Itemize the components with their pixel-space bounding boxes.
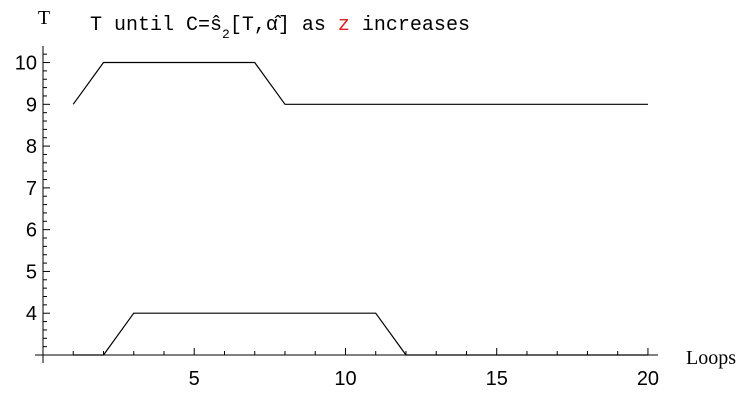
title-segment: increases — [350, 14, 470, 37]
x-tick-label: 5 — [189, 368, 200, 390]
plot-area — [72, 61, 648, 356]
chart-title: T until C=ŝ2[T,α̂] as z increases — [90, 14, 470, 42]
y-tick-label: 7 — [26, 178, 37, 200]
x-tick-label: 20 — [637, 368, 659, 390]
y-axis-label: T — [38, 7, 50, 29]
title-segment: z — [338, 14, 350, 37]
y-tick-label: 6 — [26, 220, 37, 242]
axes: 5 10 15 20 4 5 6 7 8 9 10 — [15, 46, 659, 390]
y-tick-label: 4 — [26, 303, 37, 325]
x-axis-label: Loops — [686, 347, 736, 369]
series-line-2 — [73, 312, 648, 356]
title-segment: ŝ — [210, 14, 222, 37]
title-subscript: 2 — [222, 27, 230, 42]
title-segment: [T, — [230, 14, 266, 37]
y-tick-label: 9 — [26, 94, 37, 116]
title-segment: α̂ — [266, 14, 282, 37]
title-segment: ] as — [278, 14, 338, 37]
y-tick-label: 8 — [26, 136, 37, 158]
y-tick-label: 5 — [26, 261, 37, 283]
title-segment: T until C= — [90, 14, 210, 37]
x-tick-label: 15 — [486, 368, 508, 390]
series-line-1 — [72, 61, 648, 105]
y-tick-label: 10 — [15, 53, 37, 75]
x-tick-label: 10 — [334, 368, 356, 390]
